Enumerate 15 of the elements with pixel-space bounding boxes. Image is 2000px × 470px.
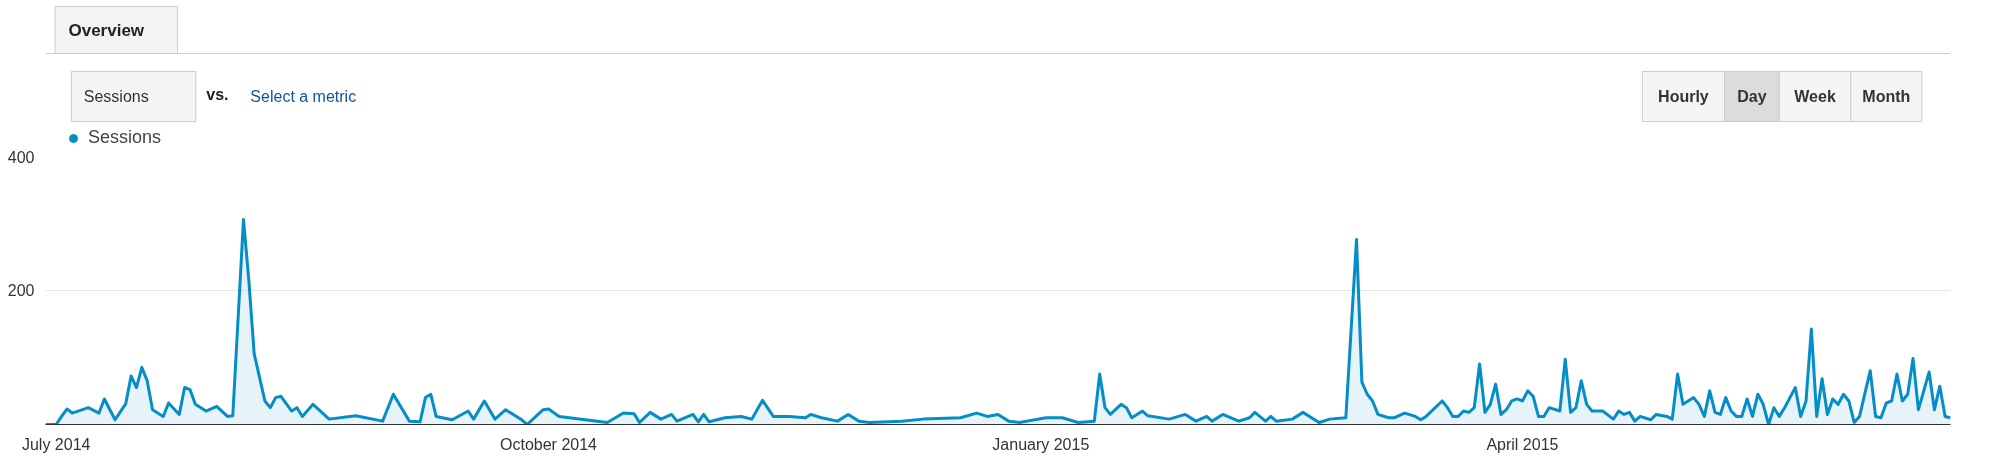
text: Day — [1737, 88, 1767, 105]
text: Sessions — [83, 88, 149, 105]
text: Select a metric — [250, 88, 357, 105]
x-tick-label: January 2015 — [992, 435, 1090, 453]
text: Week — [1794, 88, 1836, 105]
text: Overview — [68, 21, 145, 40]
x-tick-label: July 2014 — [21, 435, 91, 453]
y-tick-label: 200 — [7, 282, 35, 299]
text: Hourly — [1658, 88, 1709, 105]
y-tick-label: 400 — [7, 148, 35, 166]
text: Month — [1862, 88, 1911, 105]
text: vs. — [206, 86, 229, 103]
legend-label: Sessions — [88, 127, 162, 148]
x-tick-label: April 2015 — [1486, 435, 1559, 453]
x-tick-label: October 2014 — [500, 435, 598, 453]
